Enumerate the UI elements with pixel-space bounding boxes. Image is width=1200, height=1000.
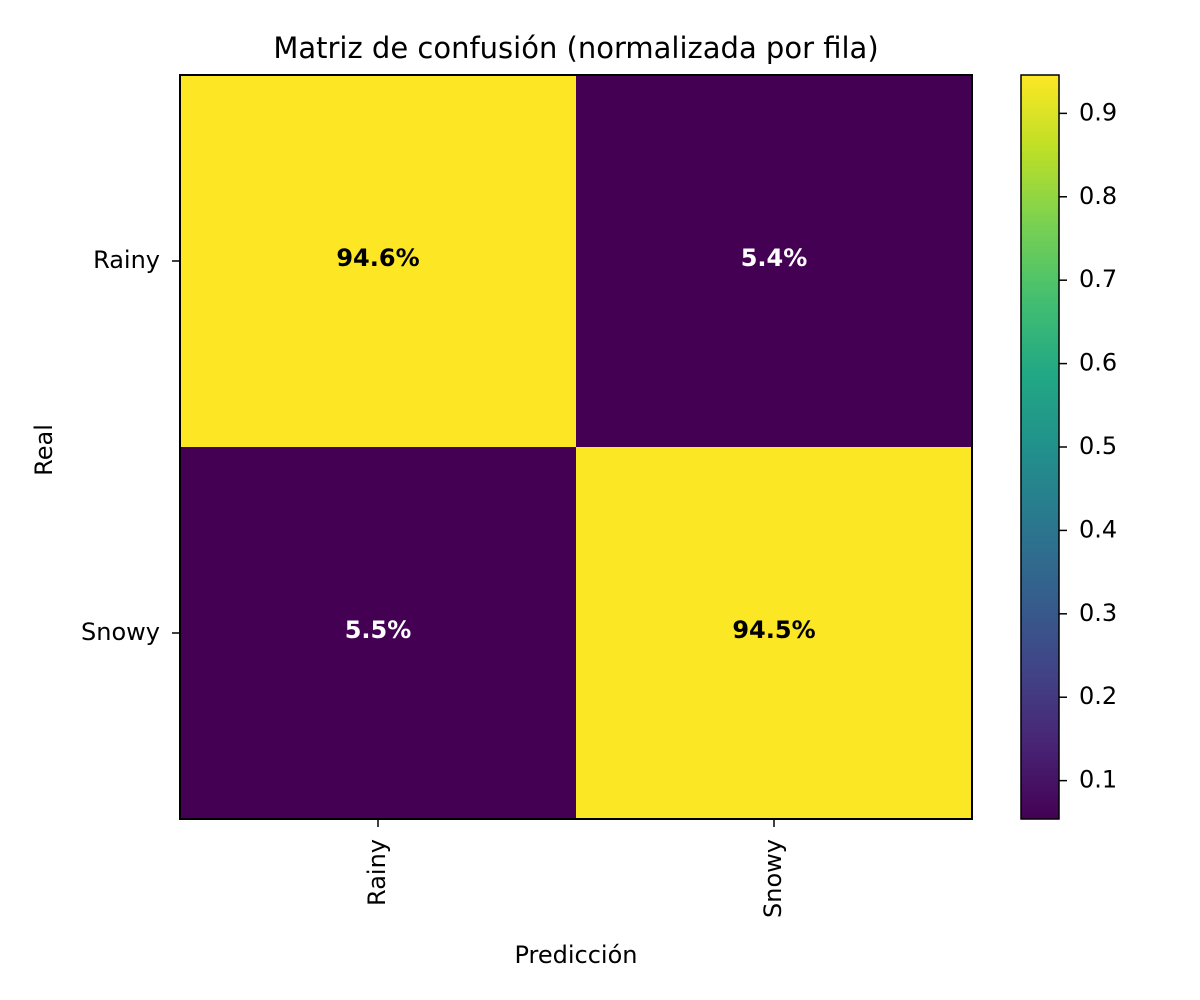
heatmap-cell-labels: 94.6% 5.4% 5.5% 94.5% (336, 244, 815, 644)
chart-title: Matriz de confusión (normalizada por fil… (273, 31, 878, 65)
y-axis-label: Real (30, 424, 58, 476)
axis-ticks: Rainy Snowy Rainy Snowy (81, 246, 787, 918)
colorbar-tick-label: 0.8 (1079, 182, 1117, 210)
heatmap-cell (180, 75, 576, 447)
colorbar-tick-label: 0.3 (1079, 599, 1117, 627)
colorbar-tick-label: 0.2 (1079, 682, 1117, 710)
x-axis-label: Predicción (514, 941, 637, 969)
cell-value-label: 94.6% (336, 244, 419, 272)
colorbar-tick-label: 0.5 (1079, 432, 1117, 460)
cell-value-label: 5.4% (741, 244, 808, 272)
heatmap-cell (576, 447, 972, 819)
colorbar-tick-label: 0.4 (1079, 515, 1117, 543)
colorbar-tick-label: 0.6 (1079, 349, 1117, 377)
cell-value-label: 94.5% (732, 616, 815, 644)
cell-value-label: 5.5% (345, 616, 412, 644)
colorbar-tick-label: 0.9 (1079, 98, 1117, 126)
heatmap-cell (576, 75, 972, 447)
colorbar-tick-label: 0.7 (1079, 265, 1117, 293)
y-tick-label: Rainy (93, 246, 160, 274)
x-tick-label: Rainy (363, 839, 391, 906)
colorbar (1020, 74, 1060, 820)
x-tick-label: Snowy (759, 839, 787, 918)
colorbar-tick-label: 0.1 (1079, 766, 1117, 794)
plot-frame (179, 74, 973, 820)
colorbar-ticks: 0.1 0.2 0.3 0.4 0.5 0.6 0.7 0.8 0.9 (1059, 98, 1117, 794)
heatmap-cell (180, 447, 576, 819)
heatmap-cells (180, 75, 972, 819)
y-tick-label: Snowy (81, 618, 160, 646)
